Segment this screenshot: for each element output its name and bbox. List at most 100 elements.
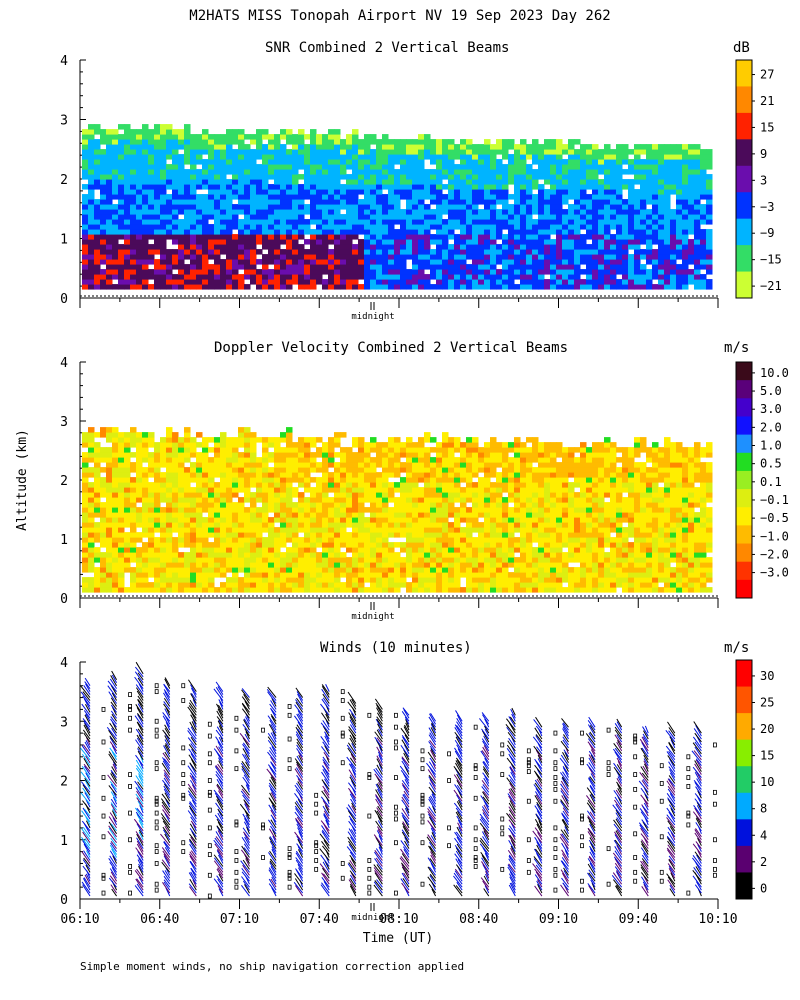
snr-cell bbox=[550, 269, 557, 275]
snr-cell bbox=[628, 194, 635, 200]
snr-cell bbox=[370, 134, 377, 140]
snr-cell bbox=[286, 279, 293, 285]
snr-cell bbox=[178, 254, 185, 260]
velocity-cell bbox=[280, 472, 287, 478]
velocity-cell bbox=[334, 552, 341, 558]
snr-cell bbox=[514, 149, 521, 155]
snr-cell bbox=[556, 169, 563, 175]
snr-cell bbox=[226, 159, 233, 165]
snr-cell bbox=[484, 184, 491, 190]
snr-cell bbox=[400, 149, 407, 155]
snr-cell bbox=[670, 244, 677, 250]
snr-cell bbox=[238, 259, 245, 265]
velocity-cell bbox=[190, 572, 197, 578]
snr-cell bbox=[430, 269, 437, 275]
snr-cell bbox=[130, 199, 137, 205]
snr-cell bbox=[532, 239, 539, 245]
snr-cell bbox=[148, 269, 155, 275]
snr-cell bbox=[226, 139, 233, 145]
snr-cell bbox=[508, 209, 515, 215]
snr-cell bbox=[250, 229, 257, 235]
snr-cell bbox=[406, 284, 413, 290]
velocity-cell bbox=[268, 477, 275, 483]
snr-cell bbox=[580, 214, 587, 220]
velocity-cell bbox=[316, 447, 323, 453]
snr-cell bbox=[232, 254, 239, 260]
velocity-cell bbox=[430, 507, 437, 513]
snr-cell bbox=[244, 204, 251, 210]
snr-cell bbox=[106, 164, 113, 170]
snr-cell bbox=[346, 229, 353, 235]
snr-cell bbox=[526, 229, 533, 235]
snr-cell bbox=[376, 284, 383, 290]
snr-cell bbox=[598, 199, 605, 205]
snr-cell bbox=[160, 199, 167, 205]
snr-cell bbox=[412, 239, 419, 245]
velocity-cell bbox=[412, 537, 419, 543]
velocity-cell bbox=[328, 572, 335, 578]
velocity-cell bbox=[154, 492, 161, 498]
velocity-cell bbox=[226, 437, 233, 443]
snr-cell bbox=[544, 239, 551, 245]
velocity-cell bbox=[244, 467, 251, 473]
snr-cell bbox=[622, 264, 629, 270]
velocity-cell bbox=[322, 452, 329, 458]
snr-heatmap bbox=[82, 124, 713, 290]
velocity-cell bbox=[364, 562, 371, 568]
snr-cell bbox=[472, 184, 479, 190]
velocity-cell bbox=[184, 487, 191, 493]
velocity-cell bbox=[214, 447, 221, 453]
snr-cell bbox=[448, 204, 455, 210]
snr-cell bbox=[580, 159, 587, 165]
velocity-cell bbox=[220, 517, 227, 523]
snr-cell bbox=[172, 139, 179, 145]
velocity-cell bbox=[166, 487, 173, 493]
velocity-cell bbox=[412, 482, 419, 488]
snr-cell bbox=[118, 234, 125, 240]
snr-cell bbox=[628, 184, 635, 190]
snr-cell bbox=[418, 204, 425, 210]
snr-cell bbox=[454, 199, 461, 205]
snr-cell bbox=[478, 259, 485, 265]
snr-cell bbox=[118, 209, 125, 215]
snr-cell bbox=[298, 274, 305, 280]
snr-cell bbox=[538, 214, 545, 220]
snr-cell bbox=[484, 139, 491, 145]
snr-cell bbox=[88, 149, 95, 155]
snr-cell bbox=[142, 239, 149, 245]
snr-cell bbox=[430, 169, 437, 175]
velocity-cell bbox=[190, 447, 197, 453]
velocity-cell bbox=[88, 552, 95, 558]
snr-cell bbox=[364, 219, 371, 225]
snr-cell bbox=[220, 279, 227, 285]
snr-cell bbox=[562, 269, 569, 275]
snr-cell bbox=[118, 264, 125, 270]
snr-cell bbox=[382, 279, 389, 285]
snr-cell bbox=[508, 224, 515, 230]
snr-cell bbox=[256, 279, 263, 285]
snr-cell bbox=[574, 179, 581, 185]
snr-cell bbox=[340, 144, 347, 150]
snr-cell bbox=[268, 259, 275, 265]
snr-cell bbox=[214, 259, 221, 265]
snr-cell bbox=[166, 199, 173, 205]
snr-cell bbox=[454, 194, 461, 200]
snr-cell bbox=[346, 159, 353, 165]
snr-cell bbox=[130, 239, 137, 245]
snr-cell bbox=[604, 269, 611, 275]
velocity-cell bbox=[364, 452, 371, 458]
velocity-cell bbox=[280, 527, 287, 533]
snr-cell bbox=[538, 284, 545, 290]
snr-cell bbox=[292, 279, 299, 285]
velocity-cell bbox=[232, 452, 239, 458]
velocity-cell bbox=[286, 517, 293, 523]
snr-cell bbox=[160, 259, 167, 265]
x-axis-label: Time (UT) bbox=[363, 931, 433, 946]
snr-cell bbox=[322, 169, 329, 175]
snr-cell bbox=[586, 144, 593, 150]
snr-cell bbox=[454, 209, 461, 215]
velocity-cell bbox=[316, 452, 323, 458]
velocity-cell bbox=[214, 572, 221, 578]
snr-cell bbox=[604, 199, 611, 205]
snr-cell bbox=[340, 194, 347, 200]
